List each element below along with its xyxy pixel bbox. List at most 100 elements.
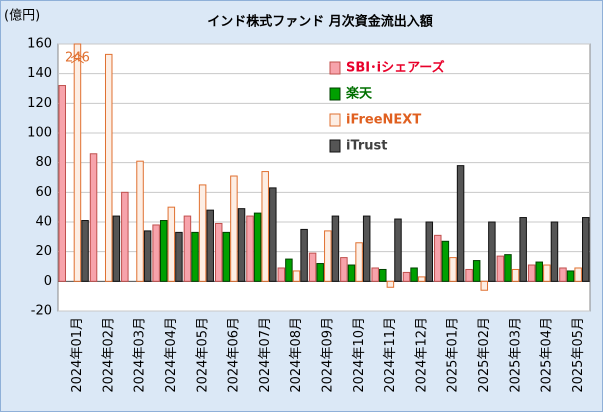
x-tick-label: 2025年01月 [446,317,461,393]
x-tick-label: 2024年04月 [164,317,179,393]
x-tick-label: 2025年04月 [540,317,555,393]
bar [198,184,207,282]
y-tick-label: -20 [31,304,52,319]
bar [253,212,262,282]
bar [206,209,214,282]
x-tick-label: 2024年02月 [101,317,116,393]
bar [324,230,332,282]
bar [362,215,371,282]
bar [58,85,66,282]
x-tick-label: 2025年05月 [571,317,586,393]
bar [152,224,160,282]
x-tick-label: 2024年03月 [133,317,148,393]
bar [566,270,575,282]
bar [261,171,269,282]
bar [89,153,98,282]
bar [104,53,113,282]
bar [386,280,395,288]
legend-swatch [329,113,341,127]
bar [559,267,567,282]
bar [527,264,536,282]
bar [472,260,481,282]
legend-swatch [329,61,341,75]
bar [550,221,559,282]
bar [574,267,582,282]
bar [402,271,411,282]
legend-label: iTrust [346,139,388,154]
bar [417,276,426,282]
bar [121,191,129,282]
bar [222,231,231,282]
legend-label: iFreeNEXT [346,113,421,128]
bar [488,221,496,282]
y-tick-label: 0 [44,274,52,289]
x-tick-label: 2025年03月 [508,317,523,393]
axis-break [70,53,84,59]
x-tick-label: 2025年02月 [477,317,492,393]
x-tick-label: 2024年10月 [352,317,367,393]
x-tick-label: 2024年05月 [195,317,210,393]
bar [308,252,317,282]
y-tick-label: 100 [27,126,52,141]
bar [535,261,544,282]
x-tick-label: 2024年06月 [227,317,242,393]
bar [425,221,434,282]
y-tick-label: 140 [27,66,52,81]
bar [136,160,144,282]
y-tick-label: 40 [35,215,52,230]
bar [480,280,489,291]
bar [347,264,356,282]
data-label: 246 [65,51,90,66]
bar [167,206,176,282]
legend-label: SBI･iシェアーズ [346,60,445,76]
bar [292,270,301,282]
bar [511,268,520,282]
bar [277,267,286,282]
bar [340,257,348,282]
x-tick-label: 2024年08月 [289,317,304,393]
bar [191,231,199,282]
bar [355,242,363,282]
bar [582,217,590,282]
bar [371,267,379,282]
legend-label: 楽天 [345,86,373,102]
bar [237,208,246,282]
bar [269,187,277,282]
bar [73,43,82,282]
axis-break [70,58,84,64]
y-tick-label: 20 [35,244,52,259]
bar [285,258,293,282]
y-tick-label: 120 [27,96,52,111]
y-tick-label: 160 [27,37,52,52]
bar [183,215,192,282]
bar [175,231,183,282]
bar [434,234,442,282]
y-axis-label: (億円) [4,8,40,24]
bar [519,217,527,282]
legend-swatch [329,87,341,101]
y-tick-label: 80 [35,155,52,170]
bar [465,268,473,282]
bar [300,228,308,282]
bar [230,175,238,282]
x-tick-label: 2024年12月 [414,317,429,393]
bar [496,255,505,282]
bar [112,215,121,282]
bar [456,165,465,282]
bar [379,268,387,282]
legend-swatch [329,139,341,153]
bar [214,222,223,282]
x-tick-label: 2024年07月 [258,317,273,393]
bar [410,267,418,282]
bar [159,220,168,282]
y-tick-label: 60 [35,185,52,200]
chart-title: インド株式ファンド 月次資金流出入額 [207,14,433,30]
x-tick-label: 2024年11月 [383,317,398,393]
bar [504,254,512,282]
bar [449,257,457,282]
bar [81,220,89,282]
bar [441,240,450,282]
bar [543,264,551,282]
x-tick-label: 2024年09月 [321,317,336,393]
